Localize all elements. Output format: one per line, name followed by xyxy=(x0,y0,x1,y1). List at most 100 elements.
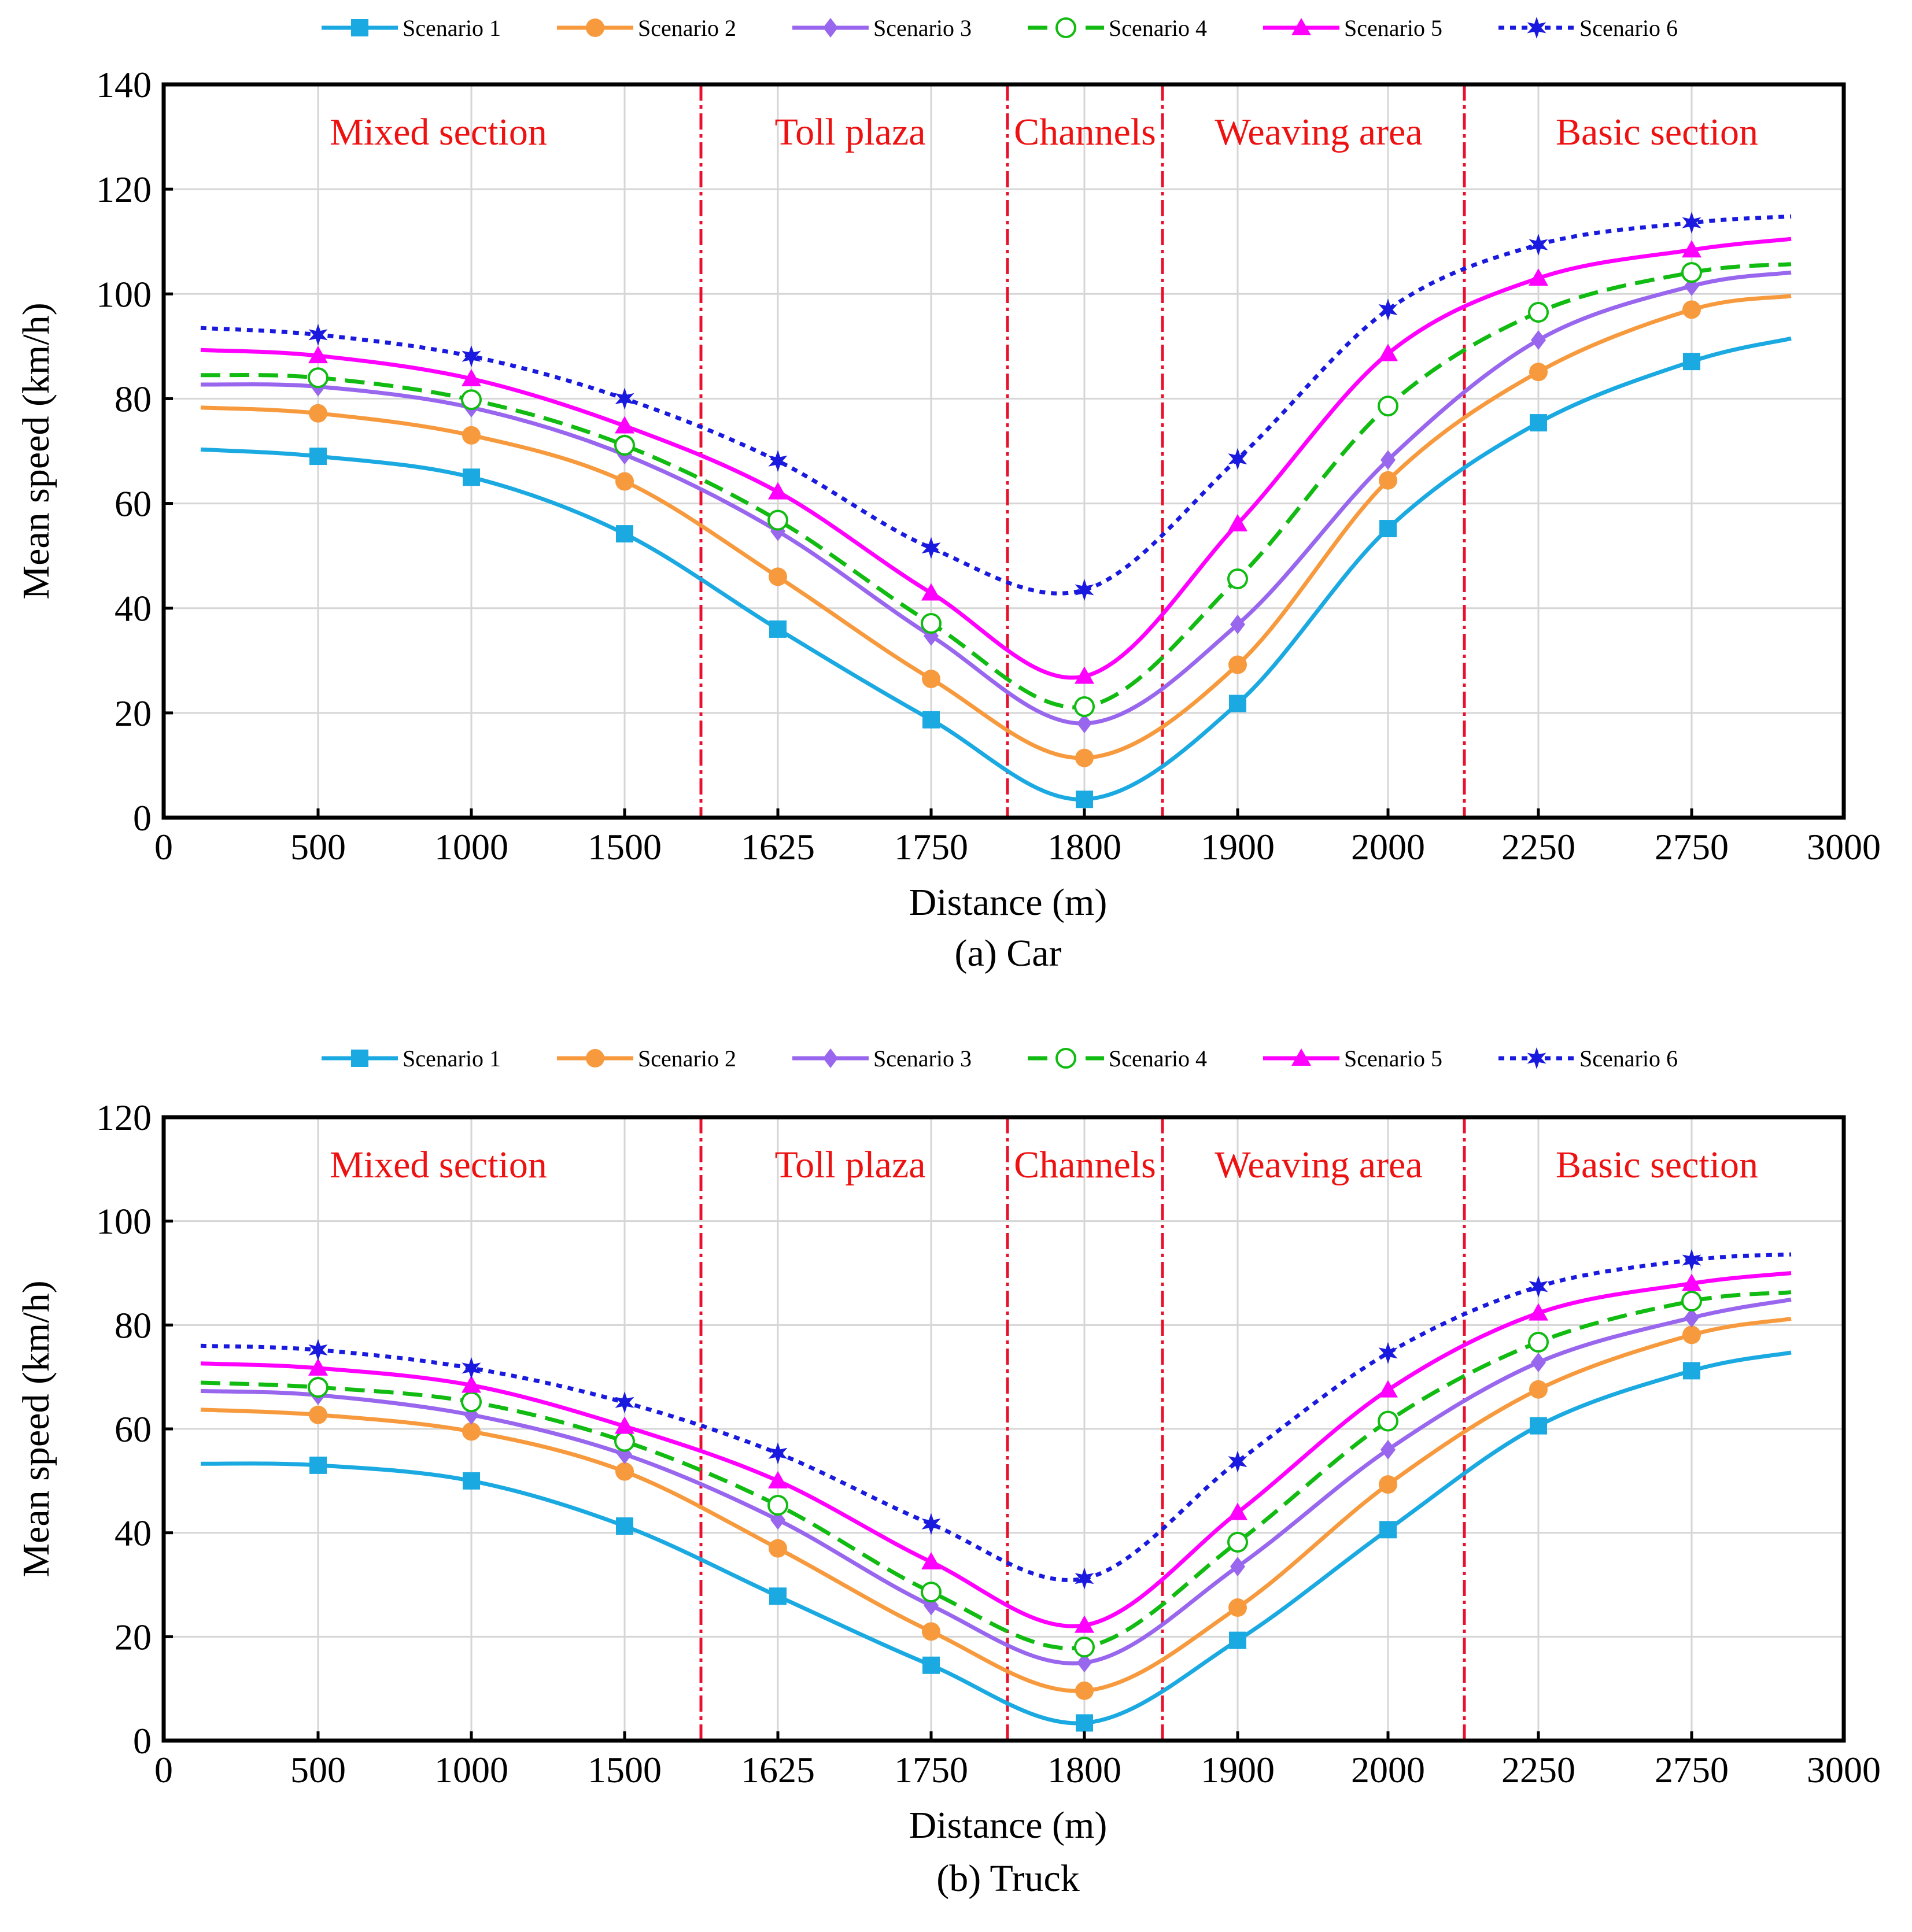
gridlines xyxy=(164,1117,1844,1741)
x-tick-label: 1750 xyxy=(894,1749,968,1790)
legend-item: Scenario 5 xyxy=(1263,15,1442,41)
x-tick-label: 500 xyxy=(290,826,346,867)
data-point xyxy=(1230,614,1245,634)
y-axis-title: Mean speed (km/h) xyxy=(15,302,57,599)
x-tick-label: 2750 xyxy=(1655,1749,1729,1790)
data-point xyxy=(1230,1557,1245,1577)
data-point xyxy=(308,346,328,364)
legend-marker xyxy=(1527,17,1546,39)
legend-item: Scenario 4 xyxy=(1028,1046,1207,1072)
series-5 xyxy=(200,1271,1792,1633)
data-point xyxy=(462,1422,481,1441)
legend-marker xyxy=(1291,18,1311,35)
data-point xyxy=(769,620,787,638)
data-point xyxy=(769,1587,787,1605)
legend-label: Scenario 2 xyxy=(638,15,736,41)
data-point xyxy=(1683,1362,1700,1380)
data-point xyxy=(308,1377,328,1398)
section-label: Mixed section xyxy=(330,111,547,153)
chart-panel-truck: Mixed section Toll plaza Channels Weaving a… xyxy=(15,1046,1881,1900)
data-point xyxy=(1682,240,1701,258)
data-point xyxy=(1529,1380,1548,1399)
series-line xyxy=(200,1290,1792,1650)
data-point xyxy=(614,435,635,456)
data-point xyxy=(1378,1380,1398,1398)
data-point xyxy=(1378,1342,1398,1364)
data-point xyxy=(462,369,481,387)
x-tick-label: 3000 xyxy=(1807,826,1881,867)
x-tick-label: 1800 xyxy=(1047,1749,1121,1790)
series-line xyxy=(200,336,1792,801)
data-point xyxy=(1074,696,1095,717)
chart-caption: (a) Car xyxy=(954,932,1061,974)
data-point xyxy=(921,583,941,601)
data-point xyxy=(1378,1410,1398,1432)
legend-marker xyxy=(1055,1048,1076,1069)
data-point xyxy=(767,1495,788,1516)
data-point xyxy=(1529,363,1548,382)
data-point xyxy=(615,1462,634,1481)
data-point xyxy=(463,1472,480,1490)
data-point xyxy=(1229,695,1246,712)
x-tick-label: 1000 xyxy=(434,826,508,867)
data-point xyxy=(768,1442,788,1465)
y-tick-label: 100 xyxy=(96,274,152,315)
y-tick-label: 120 xyxy=(96,169,152,210)
data-point xyxy=(921,1551,941,1569)
series-1 xyxy=(200,336,1792,808)
data-point xyxy=(615,472,634,491)
data-point xyxy=(1682,212,1701,234)
data-point xyxy=(1228,514,1247,531)
plot-frame xyxy=(161,82,1846,820)
x-tick-label: 1900 xyxy=(1201,1749,1275,1790)
data-point xyxy=(1528,1331,1549,1353)
chart-panel-car: Mixed section Toll plaza Channels Weaving a… xyxy=(15,15,1881,974)
data-point xyxy=(1530,414,1547,432)
chart-caption: (b) Truck xyxy=(936,1857,1080,1900)
data-point xyxy=(1681,1291,1702,1312)
series-line xyxy=(200,1271,1792,1628)
legend-item: Scenario 6 xyxy=(1498,15,1678,41)
data-point xyxy=(768,482,788,500)
legend-label: Scenario 6 xyxy=(1579,15,1678,41)
data-point xyxy=(1077,713,1092,733)
data-point xyxy=(1075,1567,1094,1590)
data-point xyxy=(921,1513,941,1535)
data-point xyxy=(1381,1439,1396,1460)
x-axis-title: Distance (m) xyxy=(909,1804,1108,1846)
section-label: Mixed section xyxy=(330,1144,547,1186)
data-point xyxy=(1076,790,1093,808)
data-point xyxy=(308,323,328,346)
series-3 xyxy=(200,1297,1792,1673)
series-1 xyxy=(200,1350,1792,1732)
legend-marker xyxy=(351,1050,368,1067)
y-tick-label: 100 xyxy=(96,1201,152,1242)
section-label: Toll plaza xyxy=(774,1144,925,1186)
data-point xyxy=(1682,300,1701,319)
y-tick-label: 80 xyxy=(115,1305,152,1346)
data-point xyxy=(1379,520,1397,538)
data-point xyxy=(922,711,940,729)
data-point xyxy=(1379,1521,1397,1539)
data-point xyxy=(616,525,633,543)
data-point xyxy=(1229,1631,1246,1649)
legend-marker xyxy=(1291,1048,1311,1066)
legend-marker xyxy=(1527,1047,1546,1069)
y-tick-label: 120 xyxy=(96,1097,152,1138)
y-tick-label: 0 xyxy=(133,1720,152,1761)
x-tick-label: 0 xyxy=(154,826,173,867)
y-tick-label: 80 xyxy=(115,378,152,419)
x-tick-label: 1900 xyxy=(1201,826,1275,867)
data-point xyxy=(1683,353,1700,371)
section-label: Basic section xyxy=(1556,1144,1758,1186)
x-tick-label: 1500 xyxy=(588,826,662,867)
legend-item: Scenario 1 xyxy=(322,1046,501,1072)
data-point xyxy=(1075,748,1094,767)
x-tick-label: 3000 xyxy=(1807,1749,1881,1790)
data-point xyxy=(1529,1275,1548,1298)
y-tick-label: 20 xyxy=(115,1616,152,1657)
x-tick-label: 1625 xyxy=(741,826,815,867)
x-tick-label: 2000 xyxy=(1351,826,1425,867)
legend-item: Scenario 4 xyxy=(1028,15,1207,41)
data-point xyxy=(616,1517,633,1535)
